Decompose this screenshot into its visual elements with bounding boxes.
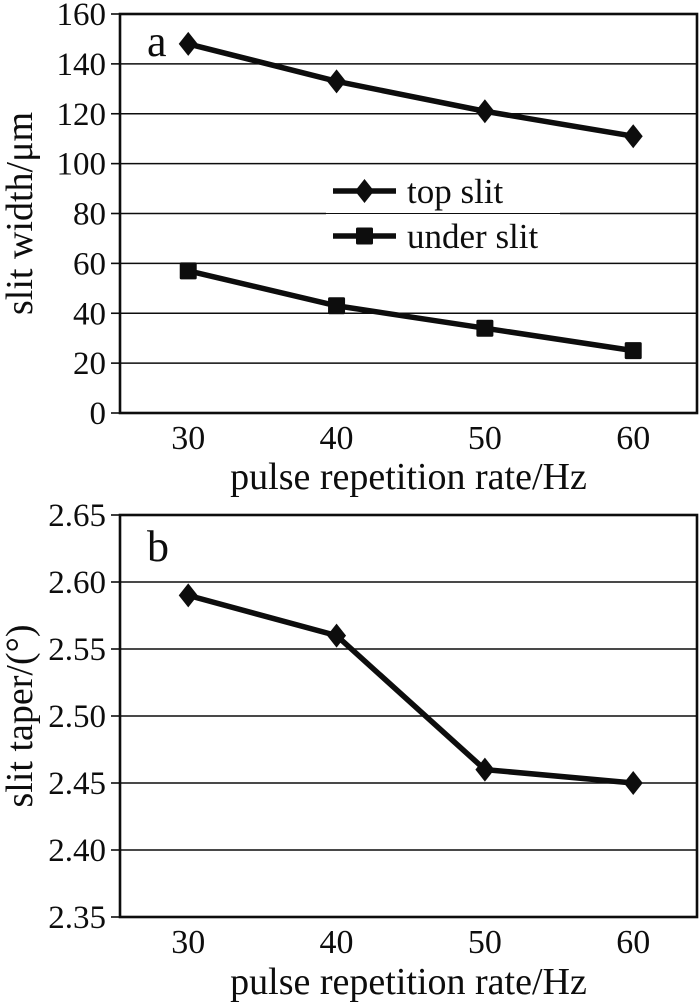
- legend-square-marker: [356, 227, 373, 245]
- y-tick-label: 2.40: [48, 833, 106, 869]
- series-top-slit: [178, 31, 643, 149]
- y-tick-label: 2.65: [48, 502, 106, 534]
- diamond-marker: [475, 99, 495, 124]
- y-axis-title: slit width/μm: [0, 112, 41, 315]
- chart-panel-b: 2.35 2.40 2.45 2.50 2.55 2.60 2.65 30 40 50 60 puls…: [0, 502, 699, 1002]
- x-tick-label: 30: [171, 924, 205, 961]
- diamond-marker: [623, 124, 643, 149]
- diamond-marker: [327, 623, 347, 648]
- y-tick-label: 80: [73, 197, 106, 233]
- square-marker: [179, 262, 197, 280]
- gridlines-and-yticks: 0 20 40 60 80 100 120 140 160: [57, 0, 697, 432]
- x-axis: 30 40 50 60 pulse repetition rate/Hz: [171, 924, 650, 1002]
- diamond-marker: [475, 757, 495, 782]
- y-tick-label: 100: [57, 147, 107, 183]
- y-axis-title: slit taper/(°): [0, 625, 41, 808]
- legend-label: under slit: [407, 217, 539, 256]
- y-tick-label: 0: [90, 396, 107, 432]
- diamond-marker: [178, 583, 198, 608]
- gridlines-and-yticks: 2.35 2.40 2.45 2.50 2.55 2.60 2.65: [48, 502, 697, 936]
- x-tick-label: 50: [468, 924, 502, 961]
- legend-item-top-slit: top slit: [333, 172, 504, 211]
- y-tick-label: 20: [73, 346, 106, 382]
- series-under-slit: [179, 262, 642, 360]
- series-line: [185, 41, 636, 139]
- x-tick-label: 40: [320, 420, 354, 457]
- diamond-marker: [178, 31, 198, 56]
- plot-border: [118, 12, 699, 415]
- legend-diamond-marker: [355, 179, 374, 203]
- x-axis: 30 40 50 60 pulse repetition rate/Hz: [171, 420, 650, 498]
- square-marker: [624, 342, 642, 360]
- x-axis-title: pulse repetition rate/Hz: [230, 961, 587, 1002]
- y-tick-label: 120: [57, 97, 107, 133]
- chart-panel-a: 0 20 40 60 80 100 120 140 160 30 40 50 60 pulse repet…: [0, 0, 699, 498]
- x-tick-label: 40: [320, 924, 354, 961]
- series-line: [185, 592, 636, 786]
- y-tick-label: 40: [73, 296, 106, 332]
- diamond-marker: [623, 771, 643, 795]
- y-tick-label: 140: [57, 47, 107, 83]
- y-tick-label: 2.35: [48, 900, 106, 936]
- y-tick-label: 2.55: [48, 632, 106, 668]
- legend-label: top slit: [407, 172, 504, 211]
- series-line: [185, 268, 636, 354]
- panel-label: b: [147, 522, 169, 571]
- series-slit-taper: [178, 583, 643, 795]
- square-marker: [328, 297, 346, 315]
- y-tick-label: 2.45: [48, 766, 106, 802]
- square-marker: [476, 319, 494, 337]
- plot-border: [118, 513, 699, 919]
- y-tick-label: 2.60: [48, 565, 106, 601]
- diamond-marker: [327, 69, 347, 94]
- x-tick-label: 60: [616, 420, 650, 457]
- x-tick-label: 30: [171, 420, 205, 457]
- x-tick-label: 60: [616, 924, 650, 961]
- legend: top slit under slit: [333, 172, 539, 256]
- legend-item-under-slit: under slit: [333, 217, 539, 256]
- y-tick-label: 160: [57, 0, 107, 33]
- panel-label: a: [147, 17, 167, 66]
- x-axis-title: pulse repetition rate/Hz: [230, 456, 587, 498]
- y-tick-label: 2.50: [48, 699, 106, 735]
- x-tick-label: 50: [468, 420, 502, 457]
- y-tick-label: 60: [73, 246, 106, 282]
